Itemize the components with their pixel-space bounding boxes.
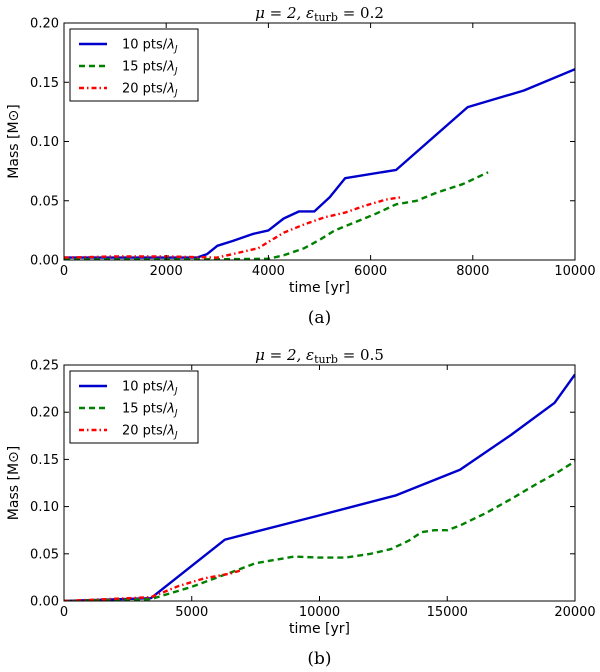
y-tick-label: 0.15 [30,76,59,91]
x-tick-label: 5000 [175,605,208,620]
x-tick-label: 10000 [299,605,340,620]
y-axis-label: Mass [M⊙] [6,104,22,178]
legend-label: 20 pts/λJ [122,82,178,99]
y-tick-label: 0.25 [30,359,59,374]
series-line-3 [64,196,402,259]
x-tick-label: 10000 [554,264,595,279]
legend: 10 pts/λJ 15 pts/λJ 20 pts/λJ [69,28,199,102]
x-tick-label: 4000 [252,264,285,279]
series-line-2 [64,460,575,601]
x-tick-label: 0 [60,605,68,620]
series-line-3 [64,568,244,601]
y-tick-label: 0.00 [30,254,59,269]
series-line-1 [64,373,575,601]
y-tick-label: 0.15 [30,453,59,468]
chart-panel-a: μ = 2, εturb = 0.2 0 2000 4000 6000 8000 10000… [6,4,596,328]
legend-label: 10 pts/λJ [122,380,178,397]
series-line-2 [64,171,489,260]
y-tick-label: 0.20 [30,17,59,32]
legend: 10 pts/λJ 15 pts/λJ 20 pts/λJ [69,370,199,444]
y-tick-label: 0.05 [30,194,59,209]
x-tick-label: 6000 [354,264,387,279]
figure-caption: (a) [308,308,331,328]
x-axis-label: time [yr] [289,280,350,296]
y-tick-label: 0.10 [30,500,59,515]
chart-title: μ = 2, εturb = 0.5 [255,346,384,366]
figure-caption: (b) [307,649,331,669]
y-tick-label: 0.05 [30,547,59,562]
legend-label: 15 pts/λJ [122,402,178,419]
chart-panel-b: μ = 2, εturb = 0.5 0 5000 10000 15000 20000 0.… [6,346,596,669]
x-axis-label: time [yr] [289,621,350,637]
legend-label: 15 pts/λJ [122,60,178,77]
legend-label: 20 pts/λJ [122,424,178,441]
x-tick-label: 8000 [456,264,489,279]
x-tick-label: 2000 [150,264,183,279]
y-axis-label: Mass [M⊙] [6,446,22,520]
y-tick-label: 0.20 [30,406,59,421]
x-tick-label: 0 [60,264,68,279]
legend-label: 10 pts/λJ [122,38,178,55]
x-tick-label: 15000 [427,605,468,620]
y-tick-label: 0.10 [30,135,59,150]
x-tick-label: 20000 [554,605,595,620]
series-line-1 [64,68,575,259]
y-tick-label: 0.00 [30,595,59,610]
chart-title: μ = 2, εturb = 0.2 [255,4,384,24]
